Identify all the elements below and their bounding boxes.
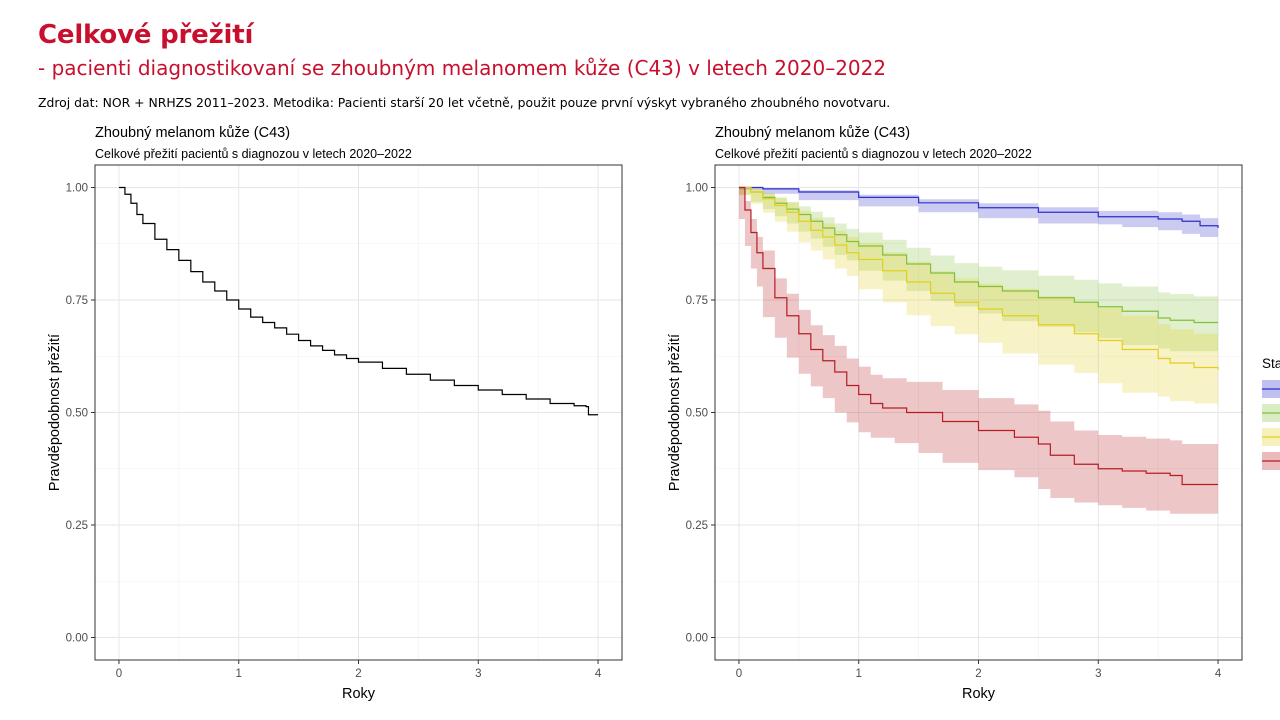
stage-x-tick-label: 1: [856, 668, 862, 680]
overall-y-axis-label: Pravděpodobnost přežití: [47, 334, 63, 491]
stage-y-tick-label: 1.00: [686, 183, 708, 195]
overall-survival-line-0: [118, 186, 599, 416]
page-subtitle: - pacienti diagnostikovaní se zhoubným m…: [38, 56, 887, 80]
stage-chart-title: Zhoubný melanom kůže (C43): [715, 125, 910, 141]
data-source-note: Zdroj dat: NOR + NRHZS 2011–2023. Metodi…: [38, 95, 891, 110]
stage-survival-line-4: [738, 186, 1219, 486]
overall-x-tick-label: 1: [236, 668, 242, 680]
stage-x-tick-label: 0: [736, 668, 742, 680]
overall-y-tick-label: 1.00: [66, 183, 88, 195]
stage-survival-line-3: [738, 186, 1219, 370]
stage-y-tick-label: 0.00: [686, 633, 708, 645]
stage-x-tick-label: 2: [975, 668, 981, 680]
overall-chart-title: Zhoubný melanom kůže (C43): [95, 125, 290, 141]
stage-survival-line-1: [738, 186, 1219, 228]
overall-x-tick-label: 2: [355, 668, 361, 680]
overall-chart-subtitle: Celkové přežití pacientů s diagnozou v l…: [95, 147, 412, 161]
stage-survival-lines: [738, 186, 1219, 486]
stage-ci-band-4: [738, 187, 1219, 514]
stage-x-tick-label: 3: [1095, 668, 1101, 680]
stage-x-axis-label: Roky: [962, 686, 996, 702]
overall-y-tick-label: 0.75: [66, 295, 88, 307]
overall-y-tick-label: 0.50: [66, 408, 88, 420]
overall-x-tick-label: 0: [116, 668, 122, 680]
stage-plot-border: [714, 164, 1243, 661]
overall-grid: [95, 165, 622, 660]
stage-ci-band-2: [738, 187, 1219, 352]
overall-x-tick-label: 3: [475, 668, 481, 680]
stage-chart-subtitle: Celkové přežití pacientů s diagnozou v l…: [715, 147, 1032, 161]
stage-y-tick-label: 0.50: [686, 408, 708, 420]
page-title: Celkové přežití: [38, 20, 254, 50]
stage-y-tick-label: 0.25: [686, 520, 708, 532]
overall-x-tick-label: 4: [595, 668, 602, 680]
stage-y-tick-label: 0.75: [686, 295, 708, 307]
stage-x-tick-label: 4: [1215, 668, 1222, 680]
legend-title: Stadium:: [1262, 356, 1280, 371]
overall-plot-border: [94, 164, 623, 661]
stage-ci-band-1: [738, 187, 1219, 237]
overall-y-tick-label: 0.25: [66, 520, 88, 532]
overall-survival-lines: [118, 186, 599, 416]
overall-x-axis-label: Roky: [342, 686, 376, 702]
overall-survival-chart: Zhoubný melanom kůže (C43) Celkové přežit…: [47, 125, 623, 702]
overall-y-tick-label: 0.00: [66, 633, 88, 645]
stage-y-axis-label: Pravděpodobnost přežití: [667, 334, 683, 491]
stage-survival-chart: Zhoubný melanom kůže (C43) Celkové přežit…: [667, 125, 1280, 702]
